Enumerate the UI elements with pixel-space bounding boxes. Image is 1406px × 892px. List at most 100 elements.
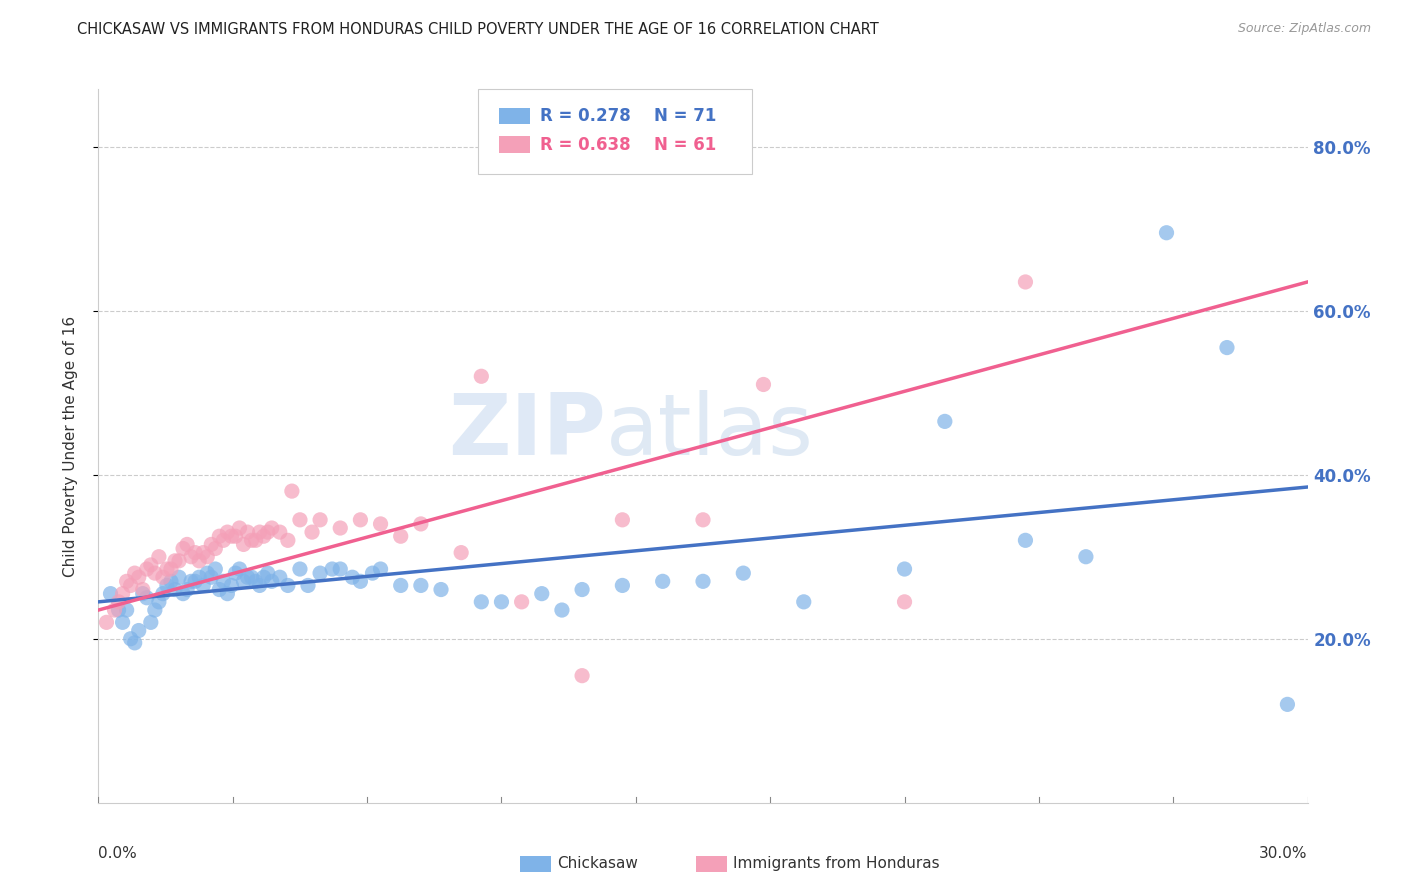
Point [120,632,142,646]
Point [217,525,239,540]
Point [195,549,218,564]
Point [128,624,150,638]
Point [188,570,211,584]
Point [135,562,157,576]
Point [115,603,138,617]
Point [188,554,211,568]
Point [893,595,915,609]
Text: 0.0%: 0.0% [98,846,138,861]
Point [245,574,267,589]
Point [571,668,593,682]
Point [370,516,392,531]
Point [232,574,254,589]
Text: R = 0.278: R = 0.278 [540,107,631,125]
Point [139,558,162,572]
Point [167,554,190,568]
Y-axis label: Child Poverty Under the Age of 16: Child Poverty Under the Age of 16 [63,316,77,576]
Point [409,578,432,592]
Point [692,574,714,589]
Point [309,513,332,527]
Text: 30.0%: 30.0% [1260,846,1308,861]
Point [1014,275,1036,289]
Point [256,566,278,581]
Text: CHICKASAW VS IMMIGRANTS FROM HONDURAS CHILD POVERTY UNDER THE AGE OF 16 CORRELAT: CHICKASAW VS IMMIGRANTS FROM HONDURAS CH… [77,22,879,37]
Point [470,595,492,609]
Point [156,578,179,592]
Point [530,587,553,601]
Point [370,562,392,576]
Point [571,582,593,597]
Point [232,537,254,551]
Text: Chickasaw: Chickasaw [557,856,638,871]
Point [236,525,259,540]
Point [132,582,155,597]
Point [111,587,134,601]
Point [651,574,673,589]
Point [152,587,174,601]
Point [1014,533,1036,548]
Point [111,615,134,630]
Text: ZIP: ZIP [449,390,606,474]
Point [793,595,815,609]
Point [409,516,432,531]
Point [245,533,267,548]
Point [450,546,472,560]
Point [893,562,915,576]
Point [124,566,146,581]
Point [135,591,157,605]
Point [204,562,226,576]
Point [143,603,166,617]
Point [349,513,371,527]
Point [163,554,186,568]
Point [228,562,250,576]
Point [204,541,226,556]
Point [184,574,207,589]
Point [180,549,202,564]
Point [195,566,218,581]
Point [107,603,129,617]
Point [269,525,291,540]
Text: N = 61: N = 61 [654,136,716,153]
Point [1156,226,1178,240]
Point [752,377,775,392]
Point [96,615,118,630]
Point [115,574,138,589]
Point [208,529,231,543]
Point [107,595,129,609]
Point [221,529,243,543]
Point [160,562,183,576]
Point [160,574,183,589]
Point [277,578,299,592]
Point [349,574,371,589]
Point [148,595,170,609]
Point [212,574,235,589]
Point [221,578,243,592]
Point [329,562,352,576]
Point [551,603,574,617]
Point [224,566,246,581]
Point [253,529,276,543]
Point [301,525,323,540]
Point [156,562,179,576]
Point [1074,549,1097,564]
Point [249,525,271,540]
Point [1216,341,1239,355]
Text: Source: ZipAtlas.com: Source: ZipAtlas.com [1237,22,1371,36]
Point [389,529,412,543]
Point [1277,698,1299,712]
Point [163,582,186,597]
Point [342,570,364,584]
Point [430,582,453,597]
Point [217,587,239,601]
Point [139,615,162,630]
Text: R = 0.638: R = 0.638 [540,136,630,153]
Point [260,521,283,535]
Point [361,566,384,581]
Point [132,587,155,601]
Point [733,566,755,581]
Text: atlas: atlas [606,390,814,474]
Point [934,414,956,428]
Point [612,578,634,592]
Point [491,595,513,609]
Point [103,603,125,617]
